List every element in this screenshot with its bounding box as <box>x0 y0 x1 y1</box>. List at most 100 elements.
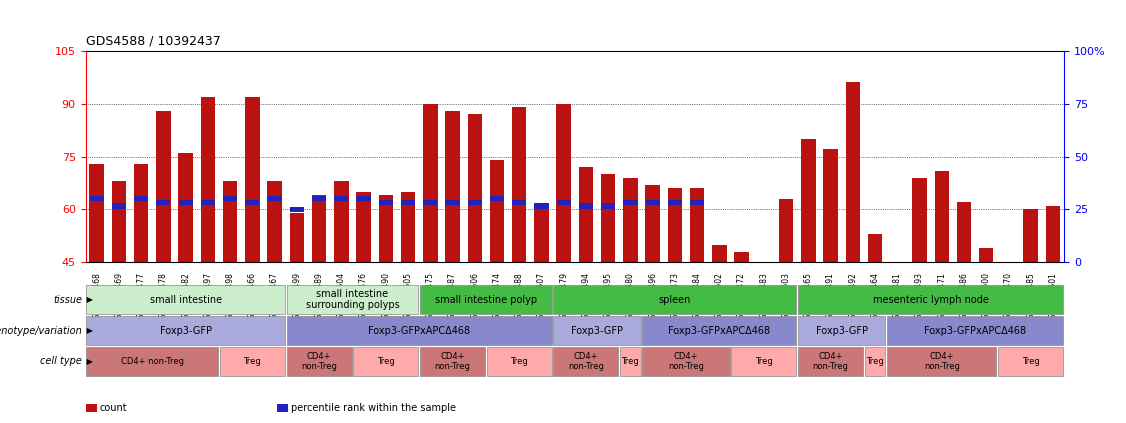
Bar <box>779 199 794 262</box>
FancyBboxPatch shape <box>420 286 552 314</box>
Bar <box>312 195 327 262</box>
Bar <box>134 164 149 262</box>
Text: small intestine
surrounding polyps: small intestine surrounding polyps <box>305 289 400 310</box>
Bar <box>223 181 238 262</box>
Bar <box>935 309 949 314</box>
Bar <box>245 200 259 205</box>
Bar <box>446 200 459 205</box>
Bar <box>868 313 882 318</box>
Bar <box>890 262 904 273</box>
Bar <box>823 309 838 314</box>
Bar <box>90 196 104 201</box>
FancyBboxPatch shape <box>554 286 796 314</box>
Bar <box>490 160 504 262</box>
Bar <box>512 107 527 262</box>
FancyBboxPatch shape <box>420 347 485 376</box>
Bar <box>423 104 438 262</box>
Bar <box>601 174 616 262</box>
Bar <box>312 196 327 201</box>
Text: Treg: Treg <box>1021 357 1039 366</box>
Bar <box>579 203 593 209</box>
Text: spleen: spleen <box>659 295 691 305</box>
Bar <box>334 196 348 201</box>
Bar <box>690 200 704 205</box>
Bar <box>89 164 104 262</box>
FancyBboxPatch shape <box>643 347 730 376</box>
Text: Foxp3-GFP: Foxp3-GFP <box>571 326 623 335</box>
Bar <box>757 313 771 318</box>
Bar <box>645 185 660 262</box>
Text: CD4+
non-Treg: CD4+ non-Treg <box>301 352 337 371</box>
Bar <box>111 203 126 209</box>
Bar <box>134 196 149 201</box>
Text: small intestine: small intestine <box>150 295 222 305</box>
Text: Treg: Treg <box>377 357 395 366</box>
Text: small intestine polyp: small intestine polyp <box>435 295 537 305</box>
Bar <box>267 181 282 262</box>
Bar <box>1024 309 1038 314</box>
Bar <box>467 200 482 205</box>
Bar <box>179 200 193 205</box>
Bar <box>289 213 304 262</box>
Bar <box>378 195 393 262</box>
Bar <box>512 200 526 205</box>
FancyBboxPatch shape <box>220 347 285 376</box>
Bar <box>980 313 993 318</box>
Text: Treg: Treg <box>243 357 261 366</box>
FancyBboxPatch shape <box>354 347 418 376</box>
Text: ▶: ▶ <box>84 295 93 304</box>
Text: tissue: tissue <box>53 295 82 305</box>
Bar <box>556 200 571 205</box>
Bar <box>846 305 860 311</box>
FancyBboxPatch shape <box>887 316 1063 345</box>
Bar <box>734 252 749 262</box>
Bar <box>535 203 548 209</box>
Bar <box>289 207 304 212</box>
Bar <box>823 149 838 262</box>
Bar <box>668 188 682 262</box>
FancyBboxPatch shape <box>287 347 351 376</box>
Bar <box>1001 262 1016 301</box>
Bar <box>802 305 815 311</box>
Text: Treg: Treg <box>866 357 884 366</box>
FancyBboxPatch shape <box>798 316 885 345</box>
FancyBboxPatch shape <box>87 347 218 376</box>
Text: GDS4588 / 10392437: GDS4588 / 10392437 <box>86 35 221 47</box>
FancyBboxPatch shape <box>87 286 285 314</box>
Text: Foxp3-GFP: Foxp3-GFP <box>815 326 868 335</box>
Text: CD4+
non-Treg: CD4+ non-Treg <box>435 352 471 371</box>
Bar <box>157 111 171 262</box>
Bar <box>978 248 993 262</box>
Bar <box>1046 206 1061 262</box>
Bar <box>690 188 705 262</box>
FancyBboxPatch shape <box>554 347 618 376</box>
Text: CD4+
non-Treg: CD4+ non-Treg <box>813 352 849 371</box>
Bar <box>423 200 437 205</box>
Text: Foxp3-GFPxAPCΔ468: Foxp3-GFPxAPCΔ468 <box>669 326 770 335</box>
Bar <box>957 202 972 262</box>
Bar <box>357 196 370 201</box>
Bar <box>801 139 815 262</box>
FancyBboxPatch shape <box>798 347 863 376</box>
FancyBboxPatch shape <box>486 347 552 376</box>
FancyBboxPatch shape <box>554 316 641 345</box>
Bar <box>334 181 349 262</box>
Bar <box>200 96 215 262</box>
Bar <box>713 302 726 307</box>
Bar <box>779 305 793 311</box>
Bar <box>178 153 193 262</box>
Text: Treg: Treg <box>622 357 640 366</box>
FancyBboxPatch shape <box>287 316 552 345</box>
Bar <box>601 203 615 209</box>
Text: genotype/variation: genotype/variation <box>0 326 82 335</box>
Bar <box>645 200 660 205</box>
Bar <box>712 244 726 262</box>
Bar <box>912 309 927 314</box>
Text: Foxp3-GFPxAPCΔ468: Foxp3-GFPxAPCΔ468 <box>924 326 1026 335</box>
Text: cell type: cell type <box>41 357 82 366</box>
Text: Treg: Treg <box>754 357 772 366</box>
Bar <box>623 178 637 262</box>
Bar <box>157 200 170 205</box>
Bar <box>935 170 949 262</box>
Bar <box>467 114 482 262</box>
